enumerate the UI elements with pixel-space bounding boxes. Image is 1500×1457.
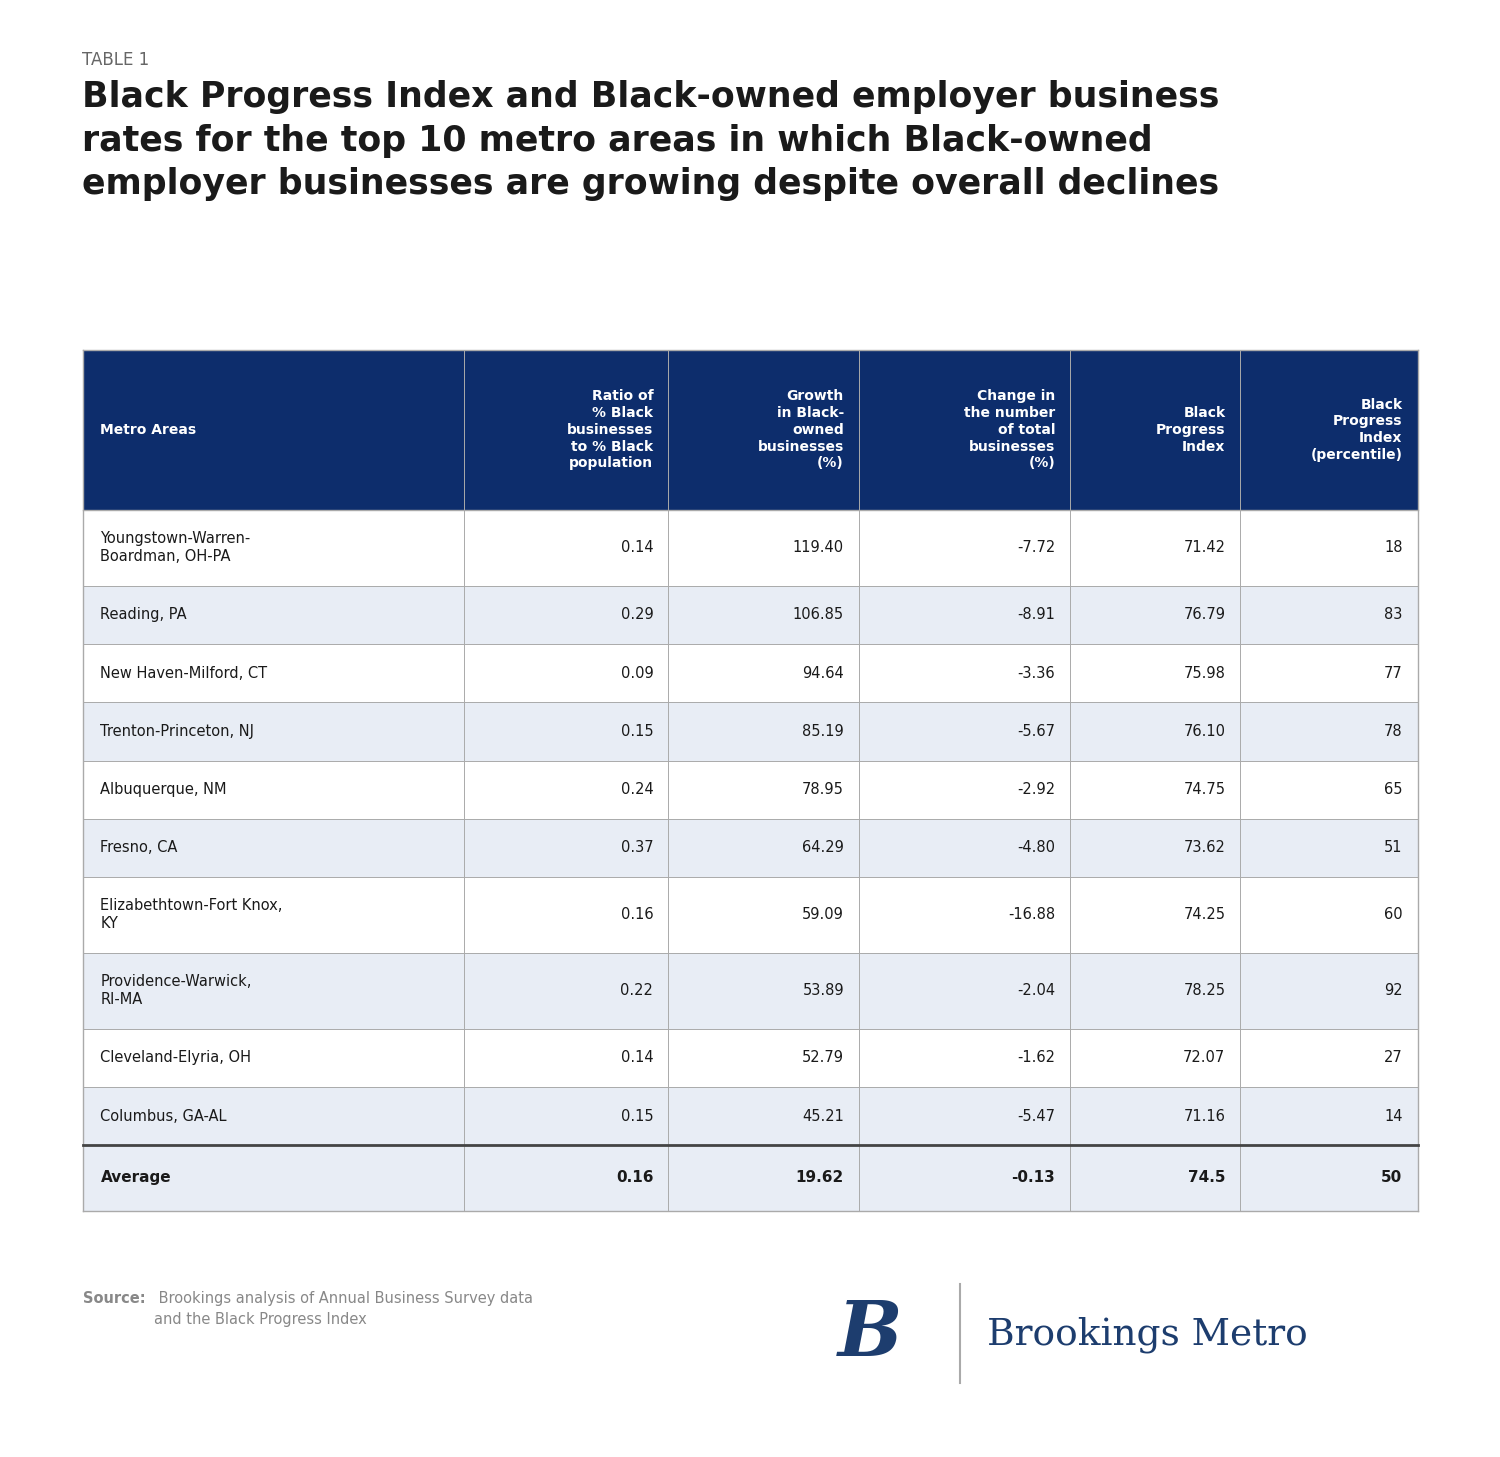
Text: 64.29: 64.29 (802, 841, 844, 855)
Text: 0.09: 0.09 (621, 666, 654, 680)
Text: 94.64: 94.64 (802, 666, 844, 680)
Text: 59.09: 59.09 (802, 908, 844, 922)
Text: 74.5: 74.5 (1188, 1170, 1225, 1186)
Text: 50: 50 (1382, 1170, 1402, 1186)
FancyBboxPatch shape (82, 644, 1417, 702)
Text: 85.19: 85.19 (802, 724, 844, 739)
Text: 71.16: 71.16 (1184, 1109, 1225, 1123)
Text: Black
Progress
Index: Black Progress Index (1156, 407, 1226, 453)
Text: 51: 51 (1384, 841, 1402, 855)
Text: -3.36: -3.36 (1017, 666, 1054, 680)
Text: 76.10: 76.10 (1184, 724, 1225, 739)
Text: 18: 18 (1384, 541, 1402, 555)
Text: 52.79: 52.79 (802, 1050, 844, 1065)
Text: 71.42: 71.42 (1184, 541, 1225, 555)
Text: -1.62: -1.62 (1017, 1050, 1054, 1065)
Text: 74.25: 74.25 (1184, 908, 1225, 922)
Text: Cleveland-Elyria, OH: Cleveland-Elyria, OH (100, 1050, 252, 1065)
Text: Ratio of
% Black
businesses
to % Black
population: Ratio of % Black businesses to % Black p… (567, 389, 654, 471)
Text: Brookings Metro: Brookings Metro (987, 1316, 1308, 1354)
Text: Source:: Source: (82, 1291, 146, 1305)
Text: -5.47: -5.47 (1017, 1109, 1054, 1123)
Text: B: B (837, 1298, 902, 1371)
Text: -2.92: -2.92 (1017, 782, 1054, 797)
FancyBboxPatch shape (82, 819, 1417, 877)
Text: 60: 60 (1384, 908, 1402, 922)
Text: 65: 65 (1384, 782, 1402, 797)
Text: 0.16: 0.16 (616, 1170, 654, 1186)
Text: 0.24: 0.24 (621, 782, 654, 797)
Text: Average: Average (100, 1170, 171, 1186)
Text: -16.88: -16.88 (1008, 908, 1054, 922)
Text: TABLE 1: TABLE 1 (82, 51, 150, 68)
Text: -4.80: -4.80 (1017, 841, 1054, 855)
FancyBboxPatch shape (82, 586, 1417, 644)
Text: 75.98: 75.98 (1184, 666, 1225, 680)
Text: Growth
in Black-
owned
businesses
(%): Growth in Black- owned businesses (%) (758, 389, 844, 471)
Text: 14: 14 (1384, 1109, 1402, 1123)
Text: 92: 92 (1384, 983, 1402, 998)
Text: Elizabethtown-Fort Knox,
KY: Elizabethtown-Fort Knox, KY (100, 899, 284, 931)
FancyBboxPatch shape (82, 350, 1417, 510)
FancyBboxPatch shape (82, 877, 1417, 953)
Text: Change in
the number
of total
businesses
(%): Change in the number of total businesses… (964, 389, 1054, 471)
Text: 77: 77 (1383, 666, 1402, 680)
Text: 53.89: 53.89 (802, 983, 844, 998)
Text: 78.95: 78.95 (802, 782, 844, 797)
Text: 0.16: 0.16 (621, 908, 654, 922)
Text: 78: 78 (1384, 724, 1402, 739)
Text: Albuquerque, NM: Albuquerque, NM (100, 782, 226, 797)
Text: 72.07: 72.07 (1184, 1050, 1225, 1065)
FancyBboxPatch shape (82, 702, 1417, 761)
FancyBboxPatch shape (82, 1029, 1417, 1087)
Text: 45.21: 45.21 (802, 1109, 844, 1123)
Text: 0.29: 0.29 (621, 608, 654, 622)
Text: 19.62: 19.62 (795, 1170, 844, 1186)
Text: 0.22: 0.22 (621, 983, 654, 998)
FancyBboxPatch shape (82, 953, 1417, 1029)
Text: 0.14: 0.14 (621, 1050, 654, 1065)
Text: 74.75: 74.75 (1184, 782, 1225, 797)
FancyBboxPatch shape (82, 1145, 1417, 1211)
Text: 106.85: 106.85 (794, 608, 844, 622)
Text: -5.67: -5.67 (1017, 724, 1054, 739)
Text: -2.04: -2.04 (1017, 983, 1054, 998)
Text: 0.15: 0.15 (621, 1109, 654, 1123)
Text: 0.37: 0.37 (621, 841, 654, 855)
Text: -7.72: -7.72 (1017, 541, 1054, 555)
Text: 0.14: 0.14 (621, 541, 654, 555)
Text: Fresno, CA: Fresno, CA (100, 841, 178, 855)
Text: Metro Areas: Metro Areas (100, 423, 196, 437)
Text: Brookings analysis of Annual Business Survey data
and the Black Progress Index: Brookings analysis of Annual Business Su… (154, 1291, 534, 1327)
FancyBboxPatch shape (82, 1087, 1417, 1145)
Text: Providence-Warwick,
RI-MA: Providence-Warwick, RI-MA (100, 975, 252, 1007)
Text: 119.40: 119.40 (794, 541, 844, 555)
FancyBboxPatch shape (82, 510, 1417, 586)
Text: 78.25: 78.25 (1184, 983, 1225, 998)
Text: Black
Progress
Index
(percentile): Black Progress Index (percentile) (1311, 398, 1402, 462)
FancyBboxPatch shape (82, 761, 1417, 819)
Text: -0.13: -0.13 (1011, 1170, 1054, 1186)
Text: Trenton-Princeton, NJ: Trenton-Princeton, NJ (100, 724, 255, 739)
Text: 76.79: 76.79 (1184, 608, 1225, 622)
Text: -8.91: -8.91 (1017, 608, 1054, 622)
Text: Black Progress Index and Black-owned employer business
rates for the top 10 metr: Black Progress Index and Black-owned emp… (82, 80, 1219, 201)
Text: Reading, PA: Reading, PA (100, 608, 188, 622)
Text: Youngstown-Warren-
Boardman, OH-PA: Youngstown-Warren- Boardman, OH-PA (100, 532, 250, 564)
Text: 27: 27 (1383, 1050, 1402, 1065)
Text: 0.15: 0.15 (621, 724, 654, 739)
Text: Columbus, GA-AL: Columbus, GA-AL (100, 1109, 226, 1123)
Text: New Haven-Milford, CT: New Haven-Milford, CT (100, 666, 267, 680)
Text: 73.62: 73.62 (1184, 841, 1225, 855)
Text: 83: 83 (1384, 608, 1402, 622)
